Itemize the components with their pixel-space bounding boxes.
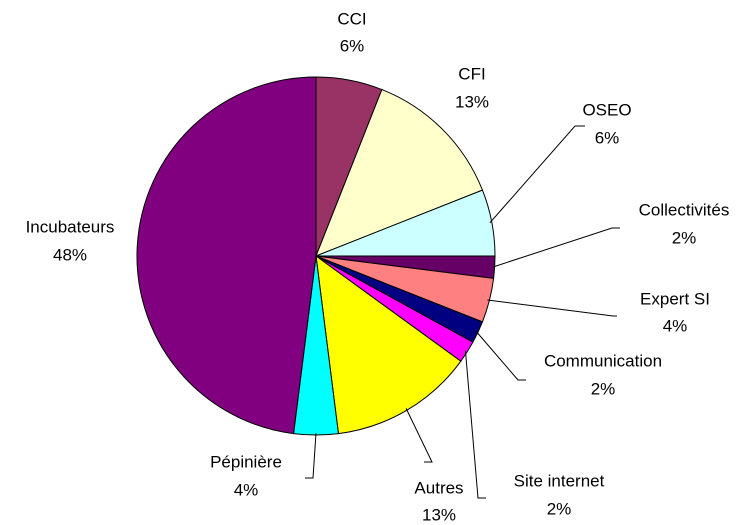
pie-slice: [315, 88, 484, 257]
slice-value-label: 4%: [234, 480, 259, 499]
leader-line: [305, 432, 317, 479]
slice-value-label: 13%: [455, 92, 489, 111]
slice-value-label: 4%: [663, 316, 688, 335]
slice-value-label: 2%: [547, 499, 572, 518]
slice-value-label: 2%: [591, 379, 616, 398]
slice-label: Expert SI: [640, 289, 710, 308]
slice-label: Site internet: [514, 471, 605, 490]
slice-label: CCI: [337, 9, 366, 28]
leader-line: [487, 299, 617, 317]
slice-value-label: 48%: [53, 245, 87, 264]
slice-value-label: 6%: [595, 128, 620, 147]
pie-slice: [136, 76, 317, 435]
slice-value-label: 13%: [422, 505, 456, 524]
slice-label: Pépinière: [210, 452, 282, 471]
leader-line: [464, 350, 486, 499]
slice-label: Collectivités: [639, 200, 730, 219]
slice-label: Communication: [544, 351, 662, 370]
slice-label: Incubateurs: [26, 217, 115, 236]
leader-line: [475, 331, 526, 381]
slice-label: OSEO: [582, 100, 631, 119]
slice-value-label: 2%: [672, 228, 697, 247]
leader-line: [489, 125, 585, 224]
slice-label: CFI: [458, 64, 485, 83]
leader-line: [405, 408, 433, 463]
slice-label: Autres: [414, 478, 463, 497]
leader-line: [492, 227, 620, 268]
slice-value-label: 6%: [340, 36, 365, 55]
